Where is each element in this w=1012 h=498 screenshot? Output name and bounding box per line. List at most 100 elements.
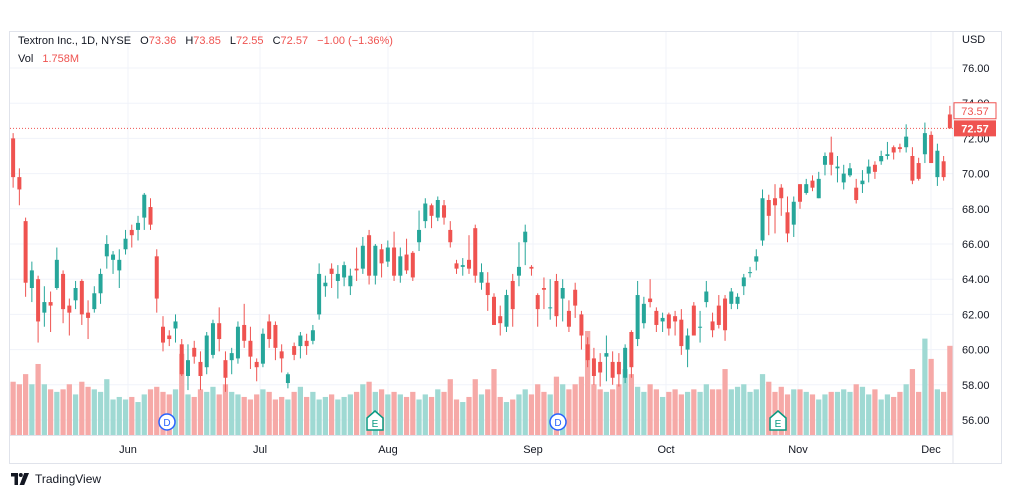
candle-body bbox=[510, 280, 515, 310]
y-tick-label: 60.00 bbox=[962, 345, 990, 357]
volume-bar bbox=[478, 394, 485, 435]
volume-bar bbox=[635, 386, 641, 435]
volume-bar bbox=[884, 394, 891, 435]
tradingview-logo[interactable]: TradingView bbox=[11, 472, 101, 486]
volume-bar bbox=[310, 391, 316, 435]
candle-body bbox=[685, 335, 690, 350]
volume-bar bbox=[403, 396, 410, 435]
volume-bar bbox=[622, 369, 628, 435]
candle-body bbox=[704, 291, 709, 303]
x-tick-label: Dec bbox=[921, 444, 941, 456]
close-label: C bbox=[272, 35, 281, 47]
volume-bar bbox=[678, 394, 684, 435]
candle-body bbox=[573, 289, 578, 306]
volume-bar bbox=[522, 389, 528, 435]
volume-bar bbox=[279, 396, 285, 435]
volume-bar bbox=[216, 394, 222, 435]
volume-bar bbox=[291, 391, 297, 435]
candle-body bbox=[292, 346, 297, 355]
volume-bar bbox=[47, 389, 54, 435]
low-label: L bbox=[229, 35, 236, 47]
candle-body bbox=[29, 270, 34, 288]
candle-body bbox=[67, 305, 72, 313]
volume-bar bbox=[697, 391, 703, 435]
open-value: 73.36 bbox=[148, 35, 177, 47]
candle-body bbox=[54, 259, 59, 288]
volume-bar bbox=[466, 396, 472, 435]
volume-bar bbox=[759, 374, 766, 435]
candle-body bbox=[317, 273, 322, 315]
candle-body bbox=[273, 324, 278, 348]
candle-body bbox=[529, 266, 534, 269]
volume-bar bbox=[16, 384, 22, 435]
candle-body bbox=[516, 266, 521, 276]
earnings-marker bbox=[769, 410, 787, 431]
candle-body bbox=[735, 296, 740, 304]
candle-body bbox=[17, 177, 22, 190]
candle-body bbox=[916, 163, 921, 179]
volume-bar bbox=[491, 369, 497, 435]
candle-body bbox=[98, 273, 103, 294]
high-value: 73.85 bbox=[193, 35, 221, 47]
volume-bar bbox=[672, 389, 678, 435]
currency-label[interactable]: USD bbox=[962, 34, 986, 46]
volume-bar bbox=[97, 391, 104, 435]
candle-body bbox=[329, 268, 334, 274]
volume-bar bbox=[378, 389, 385, 435]
candle-body bbox=[866, 166, 871, 174]
tradingview-logo-icon bbox=[11, 473, 29, 485]
volume-bar bbox=[928, 358, 934, 435]
candle-body bbox=[748, 272, 753, 274]
volume-bar bbox=[91, 389, 97, 435]
candle-body bbox=[766, 200, 771, 216]
y-tick-label: 72.00 bbox=[962, 133, 990, 145]
candle-body bbox=[854, 187, 859, 200]
volume-bar bbox=[54, 391, 60, 435]
candle-body bbox=[785, 212, 790, 234]
volume-bar bbox=[110, 399, 116, 435]
candle-body bbox=[154, 256, 159, 299]
volume-bar bbox=[510, 399, 516, 435]
candle-body bbox=[379, 249, 384, 264]
candle-body bbox=[560, 288, 565, 299]
volume-bar bbox=[641, 391, 647, 435]
candle-body bbox=[285, 374, 290, 384]
volume-bar bbox=[104, 379, 110, 435]
volume-bar bbox=[341, 396, 347, 435]
volume-bar bbox=[741, 384, 747, 435]
volume-bar bbox=[647, 384, 653, 435]
volume-bar bbox=[503, 402, 510, 435]
tradingview-brand: TradingView bbox=[35, 472, 102, 486]
candle-body bbox=[616, 361, 621, 375]
earnings-marker bbox=[366, 410, 384, 431]
volume-bar bbox=[822, 394, 828, 435]
volume-label: Vol bbox=[18, 53, 34, 65]
candle-body bbox=[779, 187, 784, 199]
candle-body bbox=[204, 335, 209, 368]
volume-bar bbox=[435, 389, 441, 435]
candle-body bbox=[535, 295, 540, 310]
volume-bar bbox=[784, 394, 791, 435]
volume-bar bbox=[753, 389, 759, 435]
candle-body bbox=[398, 256, 403, 276]
volume-bar bbox=[241, 396, 247, 435]
candle-body bbox=[210, 323, 215, 355]
candle-body bbox=[454, 263, 459, 269]
candle-body bbox=[791, 201, 796, 225]
volume-bar bbox=[628, 374, 635, 435]
volume-bar bbox=[828, 391, 834, 435]
volume-bar bbox=[722, 369, 728, 435]
candle-body bbox=[161, 326, 166, 343]
candle-body bbox=[404, 254, 409, 271]
volume-bar bbox=[29, 384, 35, 435]
candle-body bbox=[460, 265, 465, 267]
volume-bar bbox=[497, 396, 503, 435]
volume-bar bbox=[472, 379, 478, 435]
candle-body bbox=[548, 307, 553, 309]
candle-body bbox=[323, 282, 328, 287]
volume-bar bbox=[385, 394, 391, 435]
candle-body bbox=[710, 321, 715, 331]
volume-bar bbox=[254, 394, 260, 435]
candle-body bbox=[373, 245, 378, 276]
